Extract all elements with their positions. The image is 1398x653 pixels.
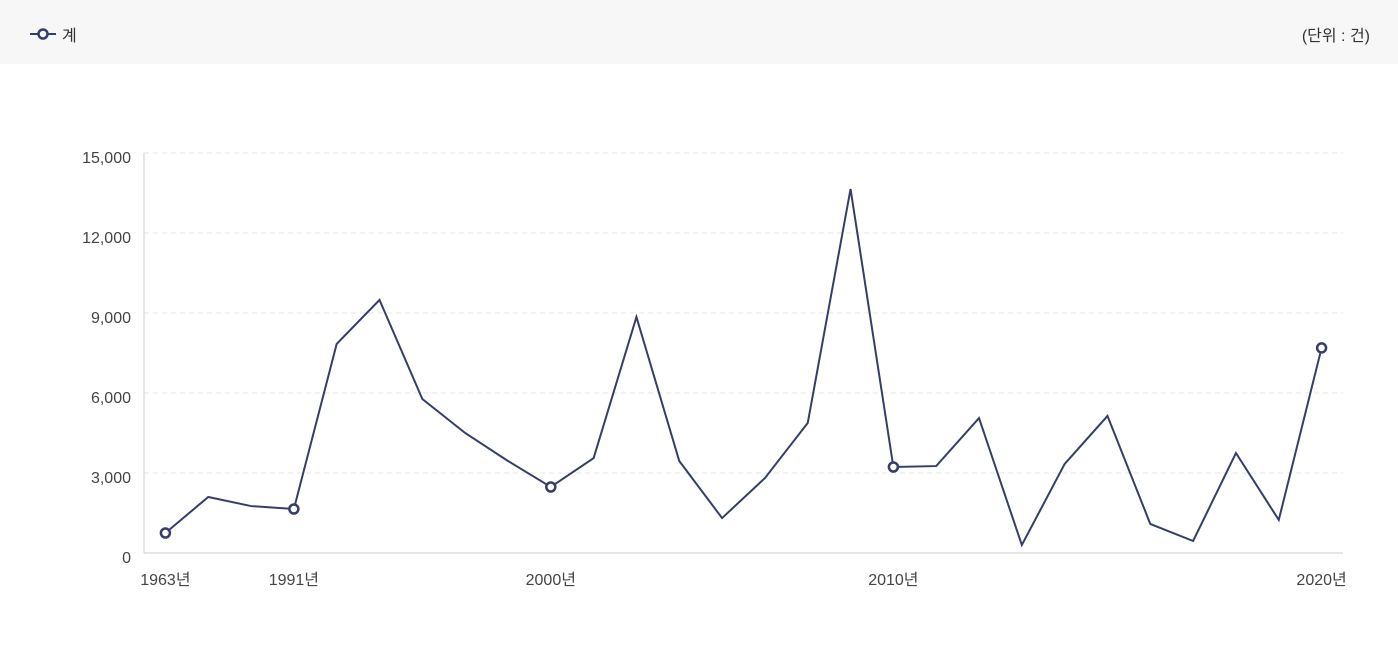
line [164,188,1323,548]
y-tick-label: 12,000 [82,230,131,247]
unit-label: (단위 : 건) [1301,28,1370,45]
point [1315,342,1328,354]
point [887,461,900,473]
y-tick-label: 6,000 [91,390,131,407]
y-tick-label: 9,000 [91,310,131,327]
x-tick-label: 1963년 [140,571,190,589]
x-tick-label: 1991년 [269,571,319,589]
x-tick-label: 2010년 [868,571,918,589]
point [288,503,300,515]
legend-label: 계 [62,28,77,45]
legend: 계 [30,22,77,46]
y-tick-label: 0 [122,550,131,567]
x-tick-label: 2000년 [526,571,576,589]
y-tick-label: 15,000 [82,150,131,167]
point [159,527,172,539]
y-tick-label: 3,000 [91,470,131,487]
x-tick-label: 2020년 [1296,571,1346,589]
header: 계 (단위 : 건) [0,0,1398,64]
point [545,481,557,493]
legend-marker [30,28,56,40]
